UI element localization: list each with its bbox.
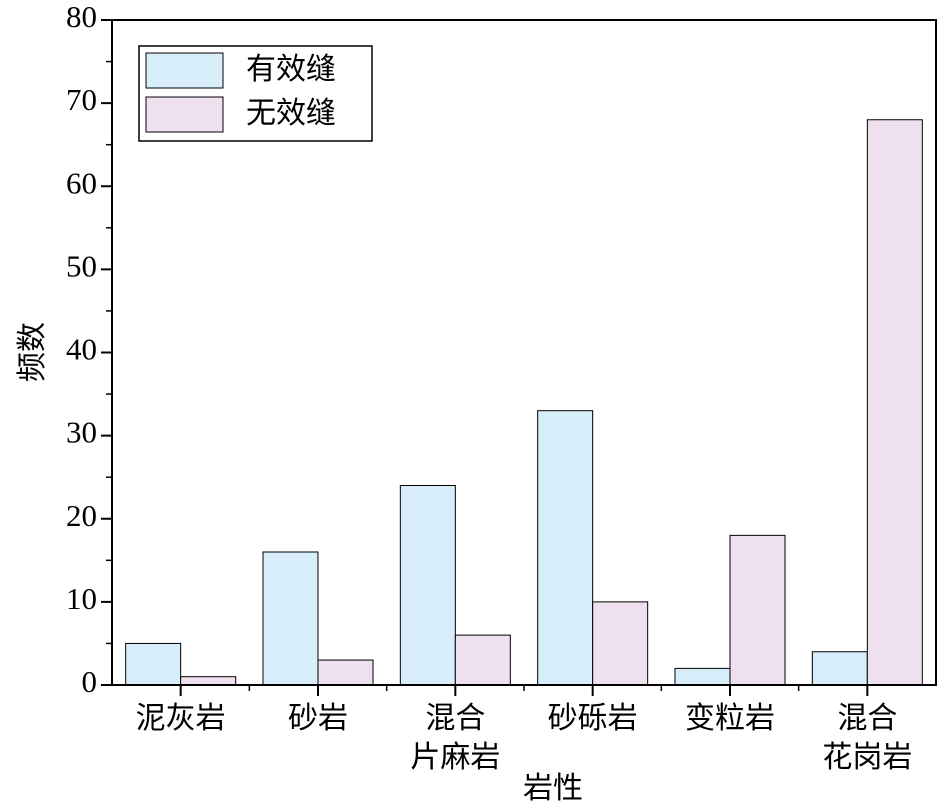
bar-ineffective-1: [180, 676, 237, 686]
bar-ineffective-3: [454, 634, 511, 686]
bar-ineffective-5: [729, 534, 786, 686]
x-tick-label: 砂岩: [288, 701, 348, 736]
bar-effective-2: [262, 551, 319, 686]
x-tick-label: 泥灰岩: [136, 701, 226, 736]
y-tick-label: 80: [66, 0, 97, 34]
bar-effective-5: [674, 667, 731, 686]
y-tick-label: 40: [66, 332, 97, 367]
y-tick-label: 0: [82, 664, 98, 699]
y-tick-label: 20: [66, 498, 97, 533]
y-tick-label: 70: [66, 82, 97, 117]
bar-ineffective-2: [317, 659, 374, 686]
legend-label-1: 有效缝: [246, 52, 336, 87]
x-axis-title: 岩性: [523, 771, 583, 806]
y-axis: 0 10 20 30 40 50 60 70 80: [66, 0, 112, 699]
legend-swatch-1: [145, 52, 224, 89]
y-tick-label: 50: [66, 248, 97, 283]
bar-effective-4: [537, 410, 594, 686]
x-tick-label: 片麻岩: [410, 740, 500, 775]
bar-ineffective-6: [866, 119, 923, 686]
y-tick-label: 10: [66, 581, 97, 616]
x-tick-label: 混合: [837, 701, 897, 736]
x-tick-label: 砂砾岩: [548, 701, 638, 736]
legend-label-2: 无效缝: [246, 96, 336, 131]
bar-effective-3: [399, 485, 456, 686]
y-axis-title: 频数: [15, 322, 50, 382]
y-tick-label: 60: [66, 165, 97, 200]
y-tick-label: 30: [66, 415, 97, 450]
legend-swatch-2: [145, 96, 224, 133]
x-tick-label: 花岗岩: [822, 740, 912, 775]
bars-layer: [125, 119, 923, 686]
x-tick-label: 变粒岩: [685, 701, 775, 736]
bar-effective-1: [125, 642, 182, 686]
bar-ineffective-4: [592, 601, 649, 686]
bar-effective-6: [811, 651, 868, 686]
x-tick-label: 混合: [425, 701, 485, 736]
